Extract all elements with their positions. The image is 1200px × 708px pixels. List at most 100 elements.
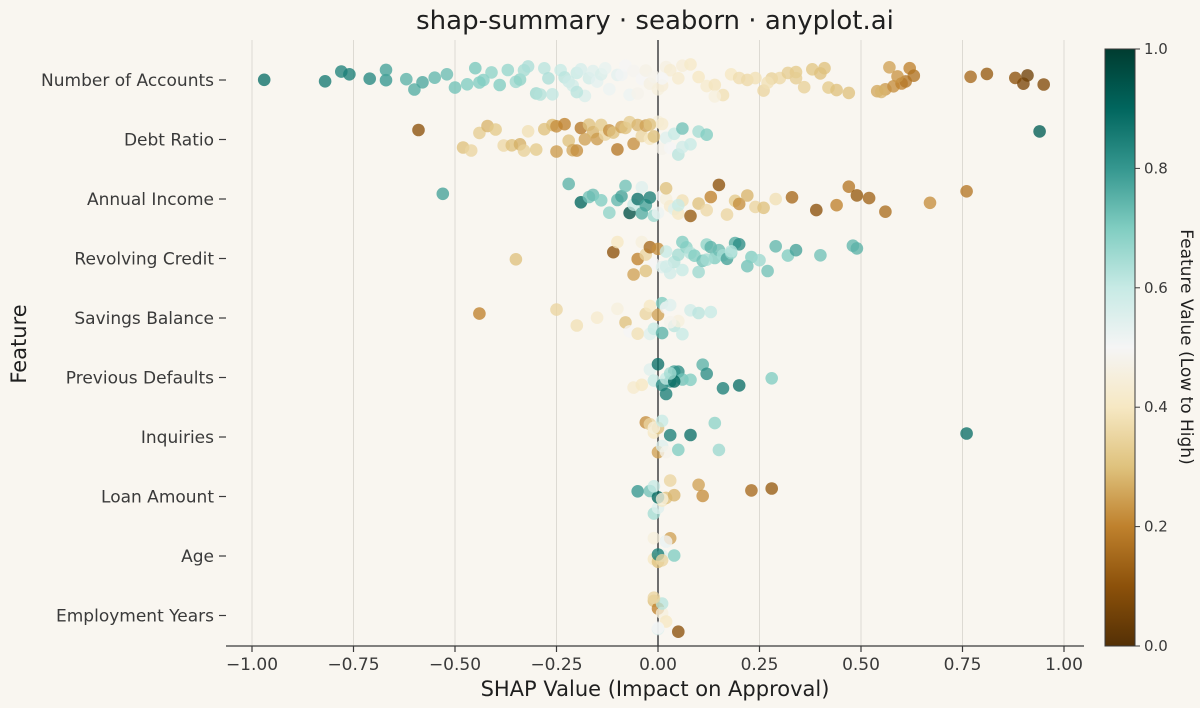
shap-point (708, 78, 722, 92)
shap-point (716, 382, 730, 395)
y-axis-ticks: Number of Accounts Debt Ratio Annual Incom… (41, 71, 226, 627)
shap-point (627, 137, 640, 151)
x-tick-label: −0.75 (327, 655, 379, 675)
shap-point (627, 64, 640, 78)
shap-point (830, 198, 843, 212)
shap-point (676, 327, 689, 341)
shap-point (343, 68, 356, 81)
colorbar-tick-label: 0.0 (1144, 637, 1168, 655)
shap-point (964, 70, 977, 84)
shap-point (659, 245, 673, 258)
shap-point (464, 144, 478, 157)
shap-point (672, 198, 685, 212)
shap-point (850, 189, 864, 202)
shap-point (980, 67, 994, 81)
shap-point (647, 130, 661, 143)
shap-point (708, 416, 722, 430)
axes: −1.00 −0.75 −0.50 −0.25 0.00 0.25 0.50 0.75 1.00… (41, 71, 1084, 675)
shap-point (655, 117, 669, 131)
shap-point (663, 428, 677, 442)
x-axis-title: SHAP Value (Impact on Approval) (481, 677, 830, 701)
shap-point (257, 73, 271, 87)
shap-point (651, 621, 665, 635)
x-tick-label: −0.25 (530, 655, 582, 675)
shap-point (521, 125, 535, 138)
shap-point (761, 76, 774, 89)
colorbar-ticks: 0.0 0.2 0.4 0.6 0.8 1.0 (1135, 40, 1168, 655)
shap-point (883, 61, 896, 74)
shap-point (619, 179, 632, 193)
shap-point (667, 488, 681, 502)
shap-point (753, 253, 766, 267)
shap-point (631, 327, 644, 341)
x-tick-label: 0.75 (944, 655, 982, 675)
shap-point (741, 189, 754, 202)
shap-point (814, 249, 827, 262)
shap-point (663, 474, 677, 487)
x-axis-ticks: −1.00 −0.75 −0.50 −0.25 0.00 0.25 0.50 0.75 1.00 (226, 646, 1083, 675)
colorbar-title: Feature Value (Low to High) (1176, 229, 1196, 464)
shap-point (469, 61, 482, 75)
shap-point (318, 75, 332, 88)
feature-points-4 (473, 296, 718, 341)
feature-points-0 (257, 58, 1050, 103)
shap-point (400, 72, 413, 86)
shap-point (1021, 69, 1034, 82)
shap-point (700, 128, 713, 141)
shap-point (655, 326, 669, 340)
shap-point (550, 145, 563, 158)
shap-point (818, 61, 831, 75)
shap-point (765, 372, 778, 385)
shap-point (643, 118, 657, 131)
shap-point (676, 122, 689, 135)
shap-point (473, 307, 486, 320)
feature-label: Annual Income (87, 190, 214, 210)
feature-label: Loan Amount (101, 488, 214, 508)
shap-point (672, 625, 685, 638)
feature-label: Debt Ratio (124, 131, 214, 151)
feature-points-7 (631, 474, 778, 520)
shap-point (590, 311, 604, 325)
shap-point (379, 73, 393, 87)
shap-point (655, 492, 669, 506)
shap-point (428, 71, 442, 84)
shap-point (720, 208, 734, 221)
shap-point (635, 378, 649, 392)
feature-points-3 (509, 235, 864, 281)
colorbar-tick-label: 0.6 (1144, 279, 1168, 297)
shap-point (667, 549, 681, 562)
shap-point (594, 194, 608, 207)
shap-point (761, 264, 774, 278)
shap-point (684, 138, 697, 151)
shap-point (1037, 78, 1050, 91)
shap-point (647, 480, 661, 493)
shap-point (651, 206, 665, 220)
shap-point (732, 379, 746, 392)
shap-point (631, 485, 644, 498)
shap-point (659, 445, 673, 459)
shap-point (473, 76, 486, 89)
x-tick-label: −1.00 (226, 655, 278, 675)
shap-point (509, 252, 523, 266)
shap-point (651, 357, 665, 371)
shap-point (538, 62, 551, 75)
feature-label: Employment Years (56, 607, 214, 627)
shap-point (440, 68, 454, 81)
shap-point (676, 235, 689, 249)
colorbar-tick-label: 0.4 (1144, 398, 1168, 416)
shap-point (517, 144, 531, 157)
shap-point (570, 144, 584, 157)
shap-point (562, 134, 575, 147)
shap-point (684, 373, 697, 387)
shap-point (562, 177, 575, 191)
shap-point (842, 86, 856, 100)
shap-point (789, 71, 803, 85)
shap-point (607, 245, 620, 259)
shap-point (542, 72, 555, 85)
shap-point (663, 298, 677, 312)
shap-point (879, 205, 892, 218)
shap-point (724, 245, 738, 258)
shap-point (923, 196, 937, 210)
shap-point (521, 60, 535, 73)
